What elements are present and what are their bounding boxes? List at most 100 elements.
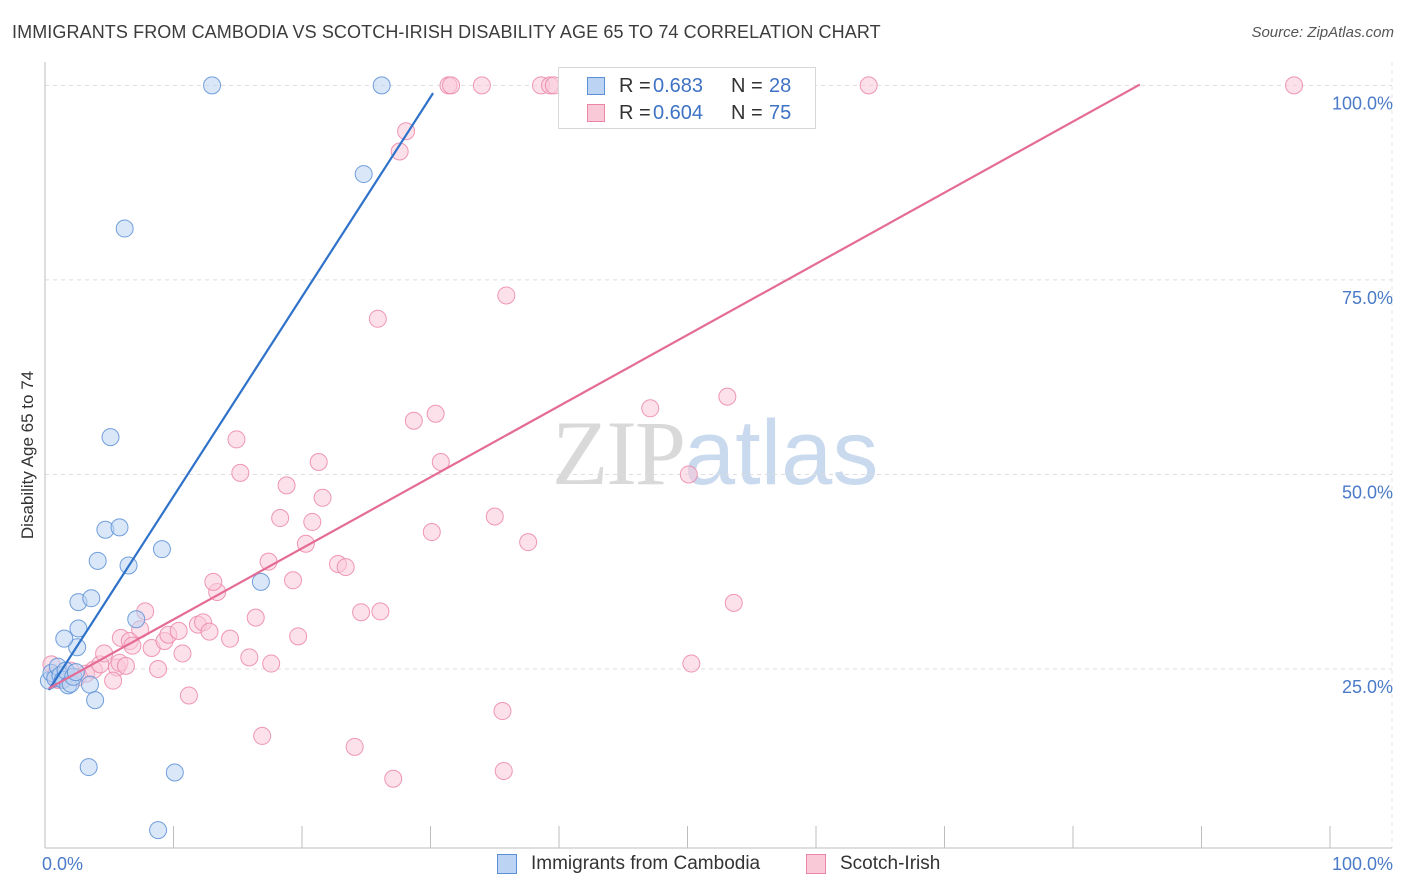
scotch-irish-point — [679, 465, 698, 484]
cambodia-point — [101, 428, 120, 447]
scotch-irish-point — [1285, 76, 1304, 95]
scotch-irish-point — [336, 558, 355, 577]
legend-row-scotch-irish: R = 0.604 N = 75 — [559, 101, 815, 127]
scotch-irish-point — [204, 572, 223, 591]
cambodia-points — [39, 76, 391, 840]
legend-row-cambodia: R = 0.683 N = 28 — [559, 74, 815, 100]
scotch-irish-point — [724, 593, 743, 612]
cambodia-point — [79, 758, 98, 777]
scotch-irish-legend-swatch — [806, 854, 826, 874]
scotch-irish-point — [179, 686, 198, 705]
cambodia-trendline — [47, 92, 434, 691]
x-tick-label: 0.0% — [42, 854, 83, 874]
scotch-irish-point — [289, 627, 308, 646]
cambodia-legend-swatch — [497, 854, 517, 874]
r-label: R = — [619, 102, 651, 124]
scotch-irish-legend-label: Scotch-Irish — [840, 853, 941, 874]
scotch-irish-point — [718, 387, 737, 406]
scotch-irish-swatch — [587, 104, 605, 122]
cambodia-point — [372, 76, 391, 95]
scotch-irish-point — [682, 654, 701, 673]
y-axis-label: Disability Age 65 to 74 — [18, 370, 37, 540]
scotch-irish-point — [641, 399, 660, 418]
cambodia-point — [149, 821, 168, 840]
scotch-irish-point — [497, 286, 516, 305]
trendlines — [47, 83, 1141, 691]
scotch-irish-point — [859, 76, 878, 95]
scotch-irish-point — [149, 660, 168, 679]
n-label: N = — [731, 75, 763, 97]
scotch-irish-point — [472, 76, 491, 95]
cambodia-point — [127, 610, 146, 629]
scotch-irish-point — [221, 629, 240, 648]
axis-layer — [44, 62, 1392, 849]
watermark-atlas: atlas — [684, 402, 879, 504]
y-tick-label: 25.0% — [1342, 677, 1393, 697]
chart-source: Source: ZipAtlas.com — [1251, 24, 1394, 41]
scotch-irish-point — [493, 702, 512, 721]
cambodia-point — [354, 165, 373, 184]
scotch-irish-points — [42, 76, 1304, 788]
r-label: R = — [619, 75, 651, 97]
cambodia-point — [80, 675, 99, 694]
scotch-irish-point — [200, 622, 219, 641]
cambodia-point — [110, 518, 129, 537]
n-value: 28 — [769, 75, 792, 97]
scotch-irish-trendline — [48, 83, 1141, 690]
scotch-irish-point — [519, 533, 538, 552]
cambodia-point — [82, 589, 101, 608]
scotch-irish-point — [169, 621, 188, 640]
scotch-irish-point — [104, 671, 123, 690]
scotch-irish-point — [426, 404, 445, 423]
scotch-irish-point — [231, 463, 250, 482]
scotch-irish-point — [123, 636, 142, 655]
scotch-irish-point — [485, 507, 504, 526]
cambodia-point — [55, 629, 74, 648]
cambodia-point — [165, 763, 184, 782]
scotch-irish-point — [384, 769, 403, 788]
correlation-legend: R = 0.683 N = 28 R = 0.604 N = 75 — [558, 67, 816, 129]
scotch-irish-point — [352, 603, 371, 622]
scotch-irish-point — [116, 656, 135, 675]
scotch-irish-point — [494, 761, 513, 780]
scotch-irish-point — [262, 654, 281, 673]
n-label: N = — [731, 102, 763, 124]
y-tick-label: 75.0% — [1342, 288, 1393, 308]
r-value: 0.604 — [653, 102, 704, 124]
scotch-irish-point — [173, 644, 192, 663]
scotch-irish-point — [271, 509, 290, 528]
cambodia-point — [251, 572, 270, 591]
cambodia-point — [203, 76, 222, 95]
scotch-irish-point — [253, 726, 272, 745]
y-tick-label: 50.0% — [1342, 482, 1393, 502]
scotch-irish-point — [404, 411, 423, 430]
scotch-irish-point — [246, 608, 265, 627]
scotch-irish-point — [422, 523, 441, 542]
cambodia-point — [152, 540, 171, 559]
tick-labels: 25.0% 50.0% 75.0% 100.0% 0.0% 100.0% — [42, 93, 1393, 874]
scotch-irish-point — [371, 602, 390, 621]
chart-title: IMMIGRANTS FROM CAMBODIA VS SCOTCH-IRISH… — [12, 22, 881, 42]
series-legend: Immigrants from Cambodia Scotch-Irish — [0, 850, 1406, 880]
scotch-irish-point — [227, 430, 246, 449]
scotch-irish-point — [313, 488, 332, 507]
cambodia-point — [115, 219, 134, 238]
cambodia-point — [86, 691, 105, 710]
scotch-irish-point — [284, 571, 303, 590]
x-tick-label: 100.0% — [1332, 854, 1393, 874]
scotch-irish-point — [309, 453, 328, 472]
cambodia-legend-label: Immigrants from Cambodia — [531, 853, 761, 874]
cambodia-point — [88, 551, 107, 570]
y-tick-label: 100.0% — [1332, 93, 1393, 113]
r-value: 0.683 — [653, 75, 704, 97]
watermark-zip: ZIP — [552, 402, 686, 504]
watermark: ZIPatlas — [552, 400, 878, 506]
n-value: 75 — [769, 102, 792, 124]
cambodia-swatch — [587, 77, 605, 95]
scotch-irish-point — [277, 476, 296, 495]
scotch-irish-point — [442, 76, 461, 95]
grid-layer — [45, 62, 1393, 848]
scotch-irish-point — [368, 309, 387, 328]
scotch-irish-point — [303, 512, 322, 531]
